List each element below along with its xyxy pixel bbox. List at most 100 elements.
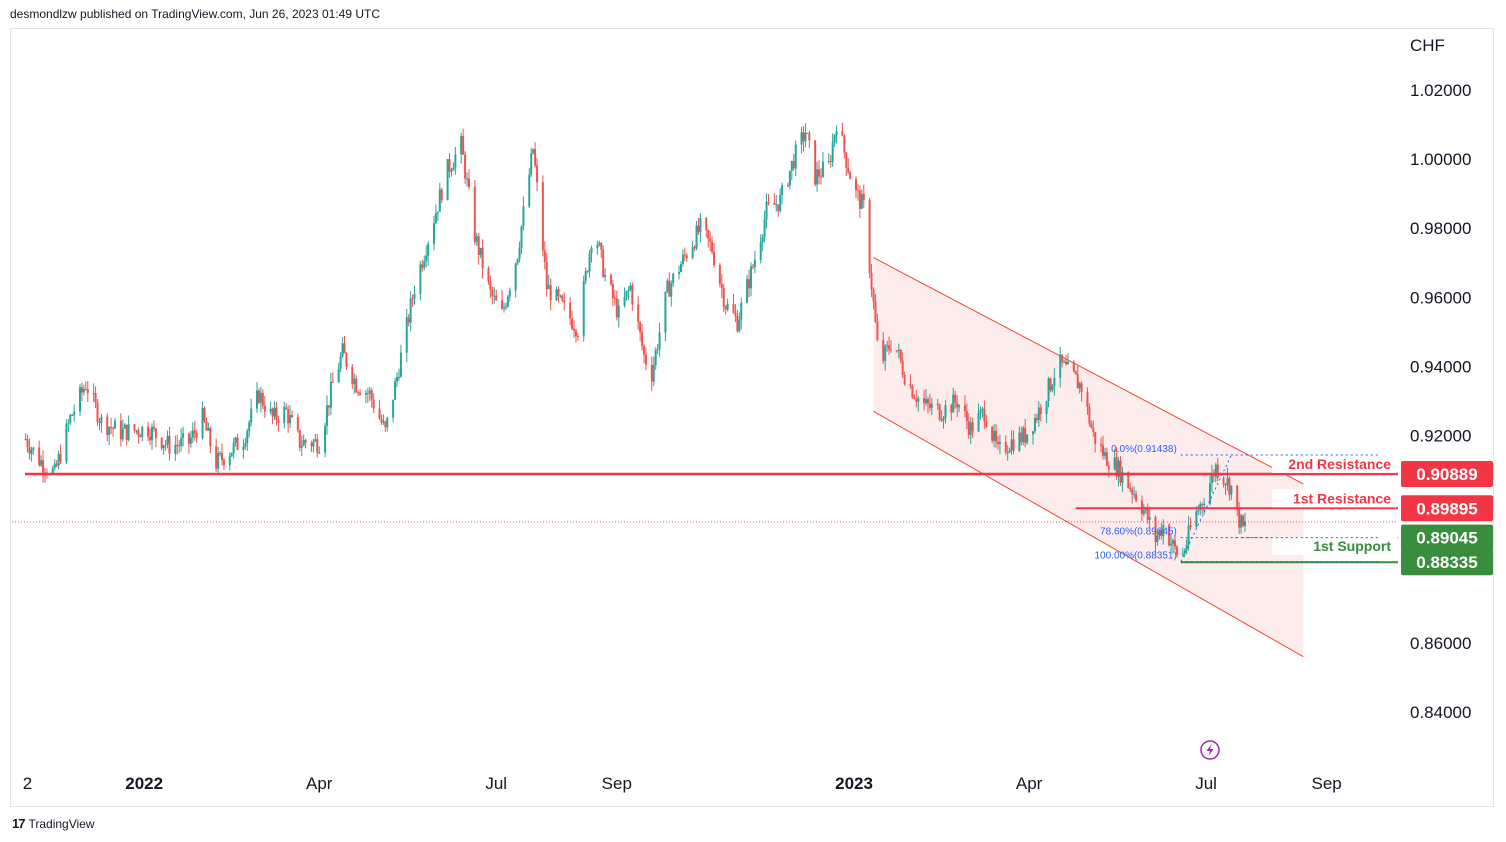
candle-body [658,332,661,350]
tradingview-logo[interactable]: 17 [12,816,26,831]
candle-body [942,418,945,421]
candle-body [180,437,183,446]
y-tick-label: 0.96000 [1410,288,1471,307]
candle-body [1127,472,1130,488]
candle-body [965,411,968,422]
candle-body [685,255,688,258]
candle-body [979,410,982,414]
levels[interactable]: 2nd Resistance 1st Resistance 1st Support [12,454,1398,564]
candle-body [543,250,546,262]
candle-body [1240,515,1243,528]
candle-body [139,435,142,438]
candle-body [821,161,824,177]
candle-body [709,238,712,242]
candle-body [339,356,342,370]
candle-body [380,418,383,423]
x-tick-label: Apr [306,774,333,793]
candle-body [57,454,60,466]
candle-body [234,437,237,443]
candle-body [534,149,537,166]
candle-body [244,443,247,447]
candle-body [232,442,235,453]
candle-body [738,319,741,332]
candle-body [977,413,980,432]
footer-brand[interactable]: TradingView [28,816,95,831]
candle-body [1063,361,1066,363]
candle-body [222,459,225,465]
candle-body [897,349,900,352]
candle-body [666,280,669,292]
descending-channel[interactable] [873,257,1304,658]
candle-body [802,132,805,142]
candle-body [300,445,303,448]
candle-body [460,135,463,155]
candle-body [201,408,204,438]
candle-body [650,364,653,382]
candle-body [654,350,657,365]
candle-body [1121,472,1124,483]
candle-body [1061,354,1064,363]
candle-body [409,298,412,323]
candle-body [514,263,517,291]
candle-body [679,264,682,272]
candle-body [378,408,381,419]
candle-body [386,417,389,428]
candle-body [135,430,138,432]
candle-body [423,260,426,268]
candle-body [993,430,996,441]
candle-body [1037,407,1040,421]
candle-body [73,411,76,415]
candle-body [561,295,564,301]
y-tick-label: 0.84000 [1410,703,1471,722]
candle-body [195,433,198,438]
currency-label: CHF [1410,36,1445,55]
candle-body [707,229,710,239]
candle-body [298,429,301,448]
candle-body [454,154,457,168]
candle-body [411,298,414,300]
candle-body [1049,378,1052,391]
candle-body [1162,524,1165,537]
candle-body [1031,431,1034,435]
candle-body [419,264,422,294]
candle-body [536,165,539,183]
candle-body [530,153,533,175]
candle-body [699,218,702,233]
candle-body [901,360,904,376]
candle-body [32,447,35,450]
price-tag: 0.88335 [1416,553,1477,572]
candle-body [1158,529,1161,536]
candles [24,122,1246,558]
candle-body [1012,439,1015,451]
candle-body [613,298,616,300]
candle-body [829,160,832,163]
first-resistance-label: 1st Resistance [1293,490,1391,506]
candle-body [576,336,579,338]
candle-body [82,389,85,393]
candle-body [681,254,684,265]
candle-body [615,298,618,318]
candle-body [407,317,410,323]
candle-body [598,242,601,246]
candle-body [351,366,354,385]
lightning-icon[interactable] [1200,740,1220,760]
candle-body [1039,407,1042,414]
x-tick-label: 2023 [835,774,873,793]
candle-body [895,350,898,352]
candle-body [954,394,957,403]
candle-body [528,174,531,207]
candle-body [475,236,478,242]
candle-body [691,247,694,258]
candle-body [318,452,321,454]
candle-body [481,247,484,269]
fibonacci[interactable]: 0.0%(0.91438) 78.60%(0.89045) 100.00%(0.88… [1094,444,1380,563]
candle-body [849,172,852,180]
candle-body [644,354,647,365]
candle-body [396,376,399,382]
candle-body [856,189,859,191]
candle-body [775,204,778,206]
candle-body [1074,371,1077,375]
candle-body [271,408,274,417]
first-support-label-bg [1272,536,1396,555]
